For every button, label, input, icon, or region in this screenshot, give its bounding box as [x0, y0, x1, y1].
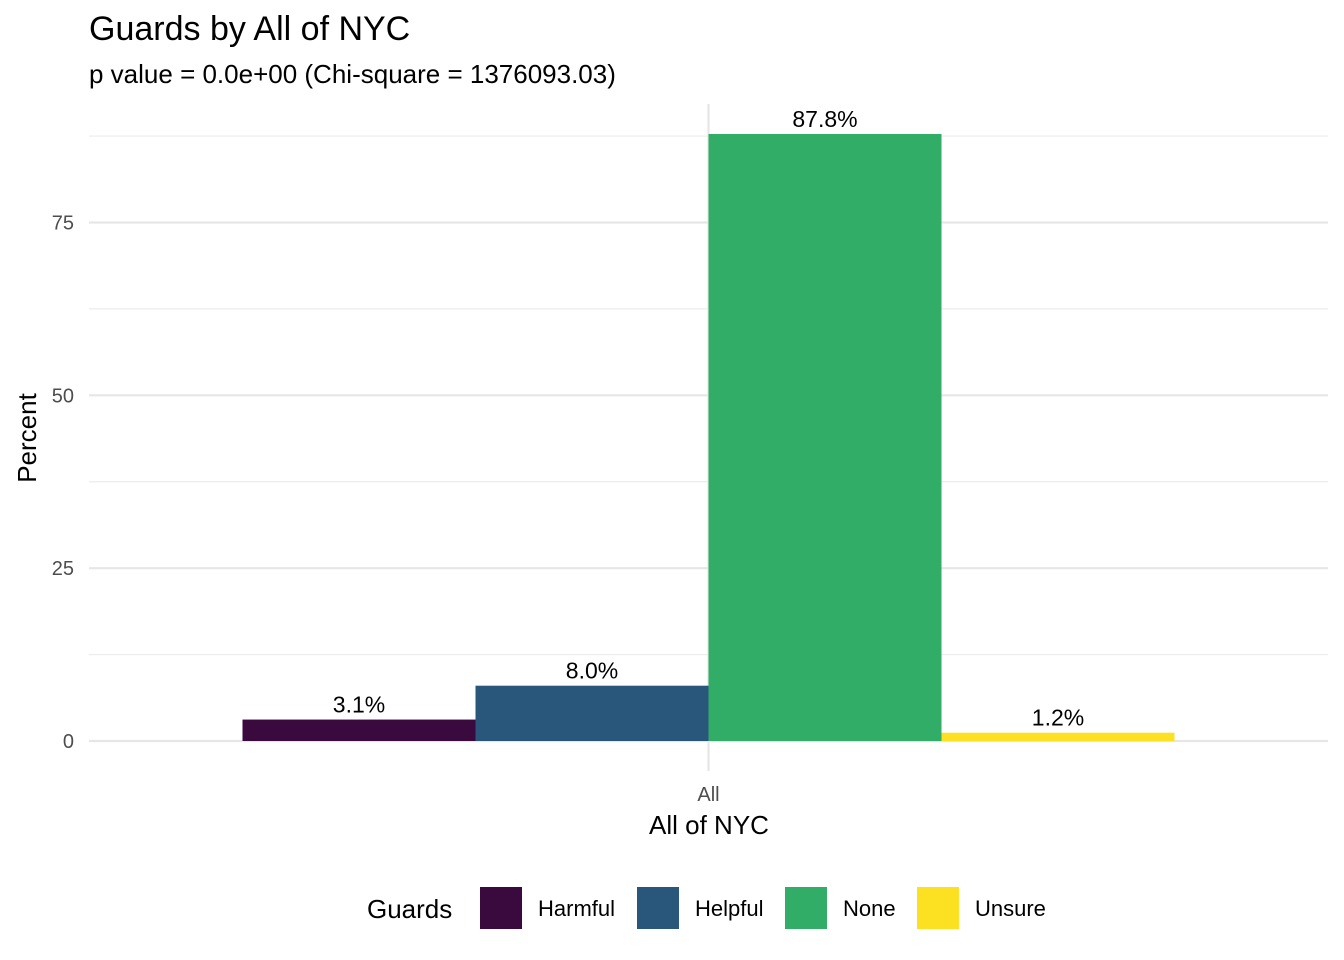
legend-label-harmful: Harmful [538, 896, 615, 921]
data-label-layer: 3.1% 8.0% 87.8% 1.2% [333, 106, 1084, 731]
y-tick-label-1: 25 [52, 558, 74, 580]
data-label-unsure: 1.2% [1032, 705, 1084, 731]
bar-none [708, 134, 942, 741]
legend-key-helpful [637, 887, 679, 929]
legend-key-harmful [480, 887, 522, 929]
chart-subtitle: p value = 0.0e+00 (Chi-square = 1376093.… [89, 59, 616, 89]
legend-key-unsure [917, 887, 959, 929]
legend-label-none: None [843, 896, 896, 921]
y-axis-title: Percent [12, 392, 42, 482]
x-tick-label-0: All [697, 784, 719, 806]
tick-label-layer: 0 25 50 75 All [52, 212, 720, 806]
y-tick-label-3: 75 [52, 212, 74, 234]
data-label-none: 87.8% [792, 106, 857, 132]
data-label-harmful: 3.1% [333, 692, 385, 718]
data-label-helpful: 8.0% [566, 658, 618, 684]
chart-title: Guards by All of NYC [89, 10, 410, 48]
y-tick-label-2: 50 [52, 385, 74, 407]
x-axis-title: All of NYC [649, 810, 769, 840]
legend-label-unsure: Unsure [975, 896, 1046, 921]
legend-key-none [785, 887, 827, 929]
bar-helpful [475, 685, 709, 741]
bar-harmful [242, 719, 476, 741]
legend-label-helpful: Helpful [695, 896, 763, 921]
y-tick-label-0: 0 [63, 731, 74, 753]
legend-title: Guards [367, 894, 452, 924]
legend: Guards Harmful Helpful None Unsure [367, 887, 1046, 929]
bar-unsure [941, 732, 1175, 741]
bar-layer [242, 134, 1175, 741]
